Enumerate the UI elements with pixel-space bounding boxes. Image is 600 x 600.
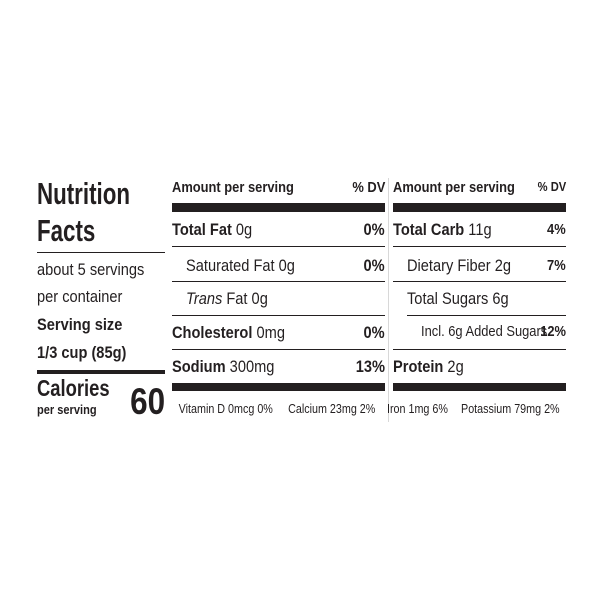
title: Nutrition xyxy=(37,176,130,211)
amount: 2g xyxy=(447,357,464,376)
rule xyxy=(407,315,566,316)
nutrient: Saturated Fat 0g xyxy=(186,257,295,274)
nutrient: Total Fat 0g xyxy=(172,221,252,238)
footer-item: Calcium 23mg 2% xyxy=(287,402,375,416)
dv: 0% xyxy=(363,256,385,275)
rule xyxy=(37,370,165,374)
amount: 0g xyxy=(278,256,295,275)
header-dv: % DV xyxy=(537,179,566,194)
nutrient-name: Total Fat xyxy=(172,220,232,239)
rule xyxy=(393,383,566,391)
footer-item: Potassium 79mg 2% xyxy=(460,402,560,416)
rule xyxy=(172,203,385,212)
dv: 12% xyxy=(540,323,566,340)
amount: 0g xyxy=(251,289,268,308)
calories: 60 xyxy=(130,381,165,422)
nutrient-name: Incl. 6g Added Sugars xyxy=(421,323,548,340)
rule xyxy=(393,349,566,350)
nutrient: Protein 2g xyxy=(393,358,464,375)
nutrient-name: Total Carb xyxy=(393,220,465,239)
dv: 0% xyxy=(363,220,385,239)
serving-size: 1/3 cup (85g) xyxy=(37,343,127,362)
rule xyxy=(393,281,566,282)
nutrient-name: Total Sugars xyxy=(407,289,489,308)
dv: 7% xyxy=(547,257,566,274)
nutrient-name: Protein xyxy=(393,357,444,376)
rule xyxy=(393,246,566,247)
title: Facts xyxy=(37,213,96,248)
servings: about 5 servings xyxy=(37,260,145,279)
amount: 0mg xyxy=(256,323,285,342)
serving-size-label: Serving size xyxy=(37,315,123,334)
header-amount: Amount per serving xyxy=(172,179,294,196)
amount: 6g xyxy=(492,289,509,308)
header-amount: Amount per serving xyxy=(393,179,515,196)
servings: per container xyxy=(37,287,123,306)
nutrient-name: Sodium xyxy=(172,357,226,376)
calories-label: Calories xyxy=(37,375,110,401)
header-dv: % DV xyxy=(352,179,385,196)
rule xyxy=(172,246,385,247)
calories-sub: per serving xyxy=(37,402,97,417)
nutrient-name: Cholesterol xyxy=(172,323,253,342)
nutrient-name-italic: Trans xyxy=(186,289,223,308)
rule xyxy=(172,315,385,316)
amount: 0g xyxy=(235,220,253,239)
footer-item: Iron 1mg 6% xyxy=(386,402,448,416)
nutrient-name: Fat xyxy=(226,289,248,308)
amount: 2g xyxy=(494,256,512,275)
nutrient-name: Dietary Fiber xyxy=(407,256,491,275)
nutrient-name: Saturated Fat xyxy=(186,256,275,275)
nutrient: Sodium 300mg xyxy=(172,358,274,375)
rule xyxy=(393,203,566,212)
rule xyxy=(37,252,165,253)
rule xyxy=(172,383,385,391)
dv: 0% xyxy=(363,323,385,342)
nutrient: Dietary Fiber 2g xyxy=(407,257,511,274)
nutrient: Cholesterol 0mg xyxy=(172,324,285,341)
footer: Vitamin D 0mcg 0% Calcium 23mg 2% Iron 1… xyxy=(171,402,566,416)
rule xyxy=(172,349,385,350)
footer-item: Vitamin D 0mcg 0% xyxy=(178,402,273,416)
rule xyxy=(172,281,385,282)
amount: 11g xyxy=(468,220,492,239)
divider xyxy=(388,178,389,422)
amount: 300mg xyxy=(229,357,275,376)
dv: 4% xyxy=(547,221,566,238)
nutrient: Trans Fat 0g xyxy=(186,290,268,307)
nutrient: Total Sugars 6g xyxy=(407,290,509,307)
dv: 13% xyxy=(355,357,385,376)
nutrient: Total Carb 11g xyxy=(393,221,492,238)
